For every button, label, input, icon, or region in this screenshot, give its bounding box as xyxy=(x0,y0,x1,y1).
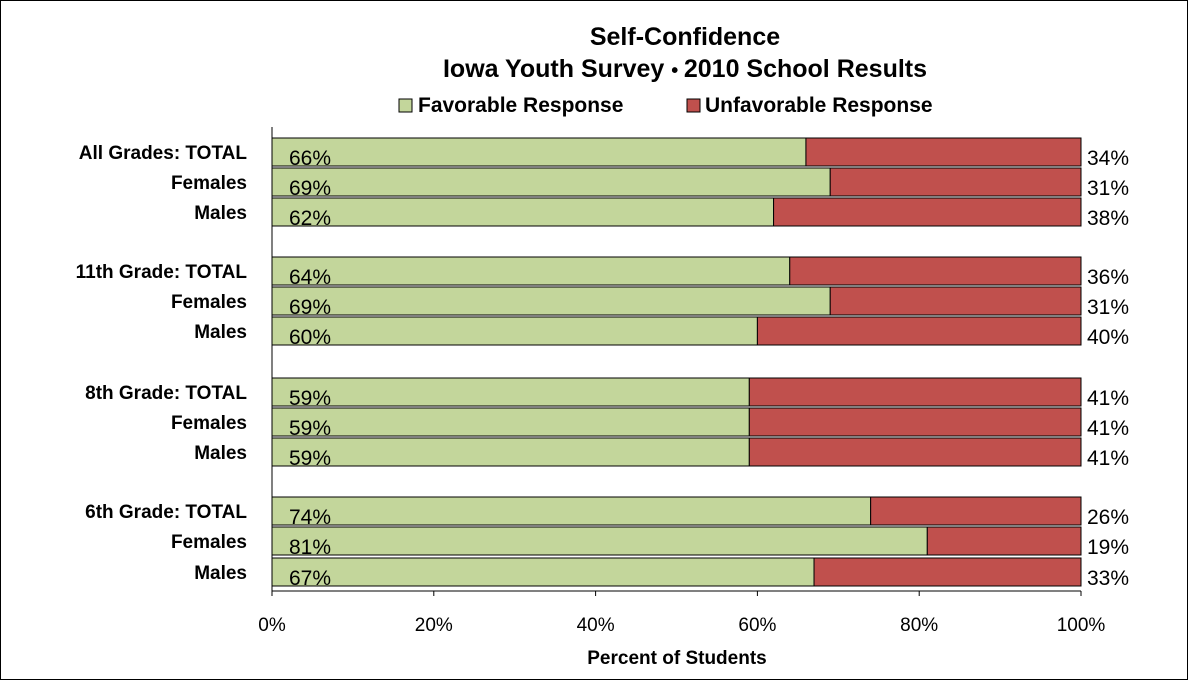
legend-swatch-favorable xyxy=(398,98,413,113)
value-label-favorable: 59% xyxy=(289,417,331,440)
category-label: Males xyxy=(194,443,247,464)
x-tick-label: 0% xyxy=(258,615,286,636)
bar-favorable xyxy=(271,377,750,407)
value-label-unfavorable: 34% xyxy=(1087,147,1129,170)
value-label-unfavorable: 38% xyxy=(1087,207,1129,230)
bar-unfavorable xyxy=(926,526,1082,556)
bar-unfavorable xyxy=(813,557,1082,587)
value-label-favorable: 74% xyxy=(289,506,331,529)
value-label-unfavorable: 40% xyxy=(1087,326,1129,349)
category-label: Males xyxy=(194,322,247,343)
value-label-favorable: 62% xyxy=(289,207,331,230)
bar-favorable xyxy=(271,407,750,437)
value-label-unfavorable: 26% xyxy=(1087,506,1129,529)
bar-favorable xyxy=(271,197,775,227)
bar-favorable xyxy=(271,167,831,197)
value-label-favorable: 59% xyxy=(289,387,331,410)
legend-label-unfavorable: Unfavorable Response xyxy=(705,94,933,117)
bar-favorable xyxy=(271,496,872,526)
category-label: Males xyxy=(194,203,247,224)
value-label-favorable: 60% xyxy=(289,326,331,349)
category-label: 6th Grade: TOTAL xyxy=(85,502,247,523)
value-label-unfavorable: 31% xyxy=(1087,177,1129,200)
value-label-favorable: 69% xyxy=(289,177,331,200)
x-tick-label: 20% xyxy=(415,615,453,636)
chart-title: Self-Confidence xyxy=(590,23,780,51)
category-label: 11th Grade: TOTAL xyxy=(76,262,248,283)
bar-unfavorable xyxy=(870,496,1082,526)
category-label: 8th Grade: TOTAL xyxy=(85,383,247,404)
category-label: All Grades: TOTAL xyxy=(79,143,248,164)
x-tick-label: 100% xyxy=(1057,615,1106,636)
bar-favorable xyxy=(271,557,815,587)
category-label: Females xyxy=(171,173,247,194)
bar-favorable xyxy=(271,437,750,467)
bar-unfavorable xyxy=(805,137,1082,167)
subtitle-bullet-icon: • xyxy=(671,60,684,82)
legend-label-favorable: Favorable Response xyxy=(418,94,623,117)
x-tick-label: 60% xyxy=(738,615,776,636)
x-axis-ticks: 0% 20% 40% 60% 80% 100% xyxy=(258,591,1105,636)
value-label-unfavorable: 19% xyxy=(1087,536,1129,559)
subtitle-left: Iowa Youth Survey xyxy=(443,55,664,83)
bars xyxy=(271,137,1082,587)
value-label-unfavorable: 36% xyxy=(1087,266,1129,289)
bar-favorable xyxy=(271,526,928,556)
value-label-unfavorable: 41% xyxy=(1087,417,1129,440)
x-tick-label: 40% xyxy=(577,615,615,636)
bar-unfavorable xyxy=(829,286,1082,316)
value-label-favorable: 67% xyxy=(289,567,331,590)
value-label-unfavorable: 33% xyxy=(1087,567,1129,590)
value-label-favorable: 64% xyxy=(289,266,331,289)
subtitle-right: 2010 School Results xyxy=(684,55,927,83)
value-label-unfavorable: 41% xyxy=(1087,447,1129,470)
category-label: Males xyxy=(194,563,247,584)
category-label: Females xyxy=(171,413,247,434)
bar-unfavorable xyxy=(748,407,1082,437)
legend: Favorable Response Unfavorable Response xyxy=(398,94,933,117)
legend-swatch-unfavorable xyxy=(686,98,701,113)
value-label-favorable: 69% xyxy=(289,296,331,319)
value-label-unfavorable: 31% xyxy=(1087,296,1129,319)
value-label-favorable: 81% xyxy=(289,536,331,559)
chart-subtitle: Iowa Youth Survey • 2010 School Results xyxy=(443,55,927,83)
category-labels: All Grades: TOTAL Females Males 11th Grade:… xyxy=(76,143,248,584)
bar-unfavorable xyxy=(789,256,1082,286)
category-label: Females xyxy=(171,532,247,553)
bar-unfavorable xyxy=(773,197,1082,227)
plot-area: All Grades: TOTAL Females Males 11th Grade:… xyxy=(76,127,1129,636)
bar-favorable xyxy=(271,286,831,316)
value-label-favorable: 66% xyxy=(289,147,331,170)
bar-favorable xyxy=(271,137,807,167)
value-labels: 66% 34% 69% 31% 62% 38% 64% 36% 69% 31% 60% 40% 59% 4… xyxy=(289,147,1129,590)
bar-favorable xyxy=(271,256,791,286)
value-label-favorable: 59% xyxy=(289,447,331,470)
bar-unfavorable xyxy=(748,377,1082,407)
value-label-unfavorable: 41% xyxy=(1087,387,1129,410)
x-axis-title: Percent of Students xyxy=(587,648,766,669)
bar-unfavorable xyxy=(748,437,1082,467)
x-tick-label: 80% xyxy=(900,615,938,636)
bar-favorable xyxy=(271,316,758,346)
category-label: Females xyxy=(171,292,247,313)
bar-unfavorable xyxy=(756,316,1082,346)
bar-unfavorable xyxy=(829,167,1082,197)
